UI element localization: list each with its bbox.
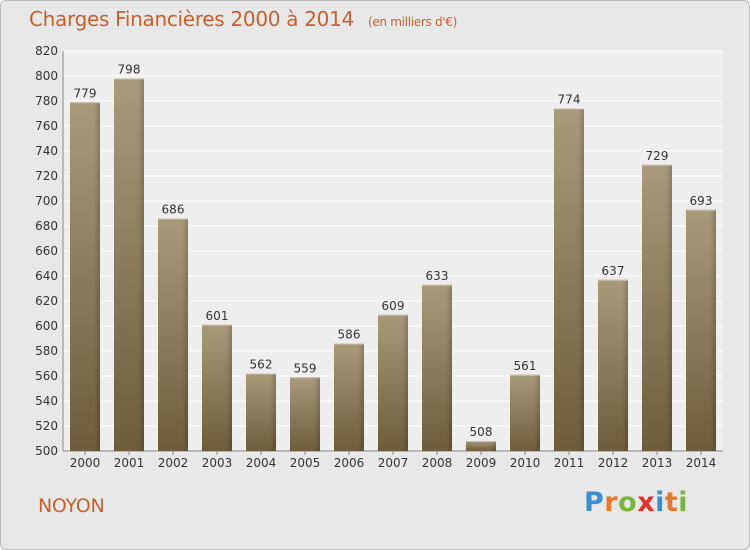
plot-area: 500 520 540 560 580 600 620 640 660 680 700 720 740 7… bbox=[35, 44, 723, 470]
data-label: 601 bbox=[206, 309, 229, 323]
y-tick-label: 800 bbox=[35, 69, 58, 83]
x-tick-label: 2007 bbox=[378, 456, 409, 470]
y-tick-label: 740 bbox=[35, 144, 58, 158]
bar-shade bbox=[510, 374, 540, 451]
x-tick-label: 2000 bbox=[70, 456, 101, 470]
city-name: NOYON bbox=[38, 495, 105, 517]
y-tick-label: 600 bbox=[35, 319, 58, 333]
y-tick-label: 720 bbox=[35, 169, 58, 183]
data-label: 508 bbox=[470, 425, 493, 439]
bar-shade bbox=[598, 279, 628, 451]
logo-letter: x bbox=[637, 487, 656, 518]
x-tick-label: 2013 bbox=[642, 456, 673, 470]
data-label: 798 bbox=[118, 63, 141, 77]
chart-title: Charges Financières 2000 à 2014 (en milli… bbox=[29, 7, 457, 31]
y-tick-label: 780 bbox=[35, 94, 58, 108]
data-label: 774 bbox=[558, 93, 581, 107]
y-tick-label: 520 bbox=[35, 419, 58, 433]
logo-letter: i bbox=[655, 487, 665, 518]
data-label: 729 bbox=[646, 149, 669, 163]
data-label: 693 bbox=[690, 194, 713, 208]
x-tick-label: 2010 bbox=[510, 456, 541, 470]
x-tick-label: 2011 bbox=[554, 456, 585, 470]
bar-shade bbox=[642, 164, 672, 451]
bar-shade bbox=[290, 377, 320, 451]
y-tick-label: 700 bbox=[35, 194, 58, 208]
bar-shade bbox=[686, 209, 716, 451]
x-tick-label: 2012 bbox=[598, 456, 629, 470]
y-tick-label: 560 bbox=[35, 369, 58, 383]
x-tick-label: 2006 bbox=[334, 456, 365, 470]
y-tick-label: 580 bbox=[35, 344, 58, 358]
x-tick-label: 2002 bbox=[158, 456, 189, 470]
logo-letter: r bbox=[604, 487, 619, 518]
data-label: 633 bbox=[426, 269, 449, 283]
data-label: 562 bbox=[250, 358, 273, 372]
x-tick-label: 2001 bbox=[114, 456, 145, 470]
y-tick-label: 680 bbox=[35, 219, 58, 233]
data-label: 686 bbox=[162, 203, 185, 217]
y-tick-label: 820 bbox=[35, 44, 58, 58]
y-tick-label: 660 bbox=[35, 244, 58, 258]
data-label: 559 bbox=[294, 361, 317, 375]
data-label: 561 bbox=[514, 359, 537, 373]
bar-shade bbox=[378, 314, 408, 451]
x-tick-label: 2014 bbox=[686, 456, 717, 470]
logo-letter: t bbox=[664, 487, 679, 518]
chart-title-text: Charges Financières 2000 à 2014 bbox=[29, 7, 354, 31]
x-tick-label: 2005 bbox=[290, 456, 321, 470]
proxiti-logo: Proxiti bbox=[584, 487, 688, 518]
logo-letter: o bbox=[618, 487, 638, 518]
chart-subtitle: (en milliers d'€) bbox=[367, 15, 457, 29]
y-tick-label: 500 bbox=[35, 444, 58, 458]
y-tick-label: 620 bbox=[35, 294, 58, 308]
bar-shade bbox=[334, 343, 364, 451]
bar-shade bbox=[70, 102, 100, 451]
logo-letter: i bbox=[678, 487, 689, 518]
y-tick-label: 760 bbox=[35, 119, 58, 133]
bar-shade bbox=[158, 218, 188, 451]
data-label: 637 bbox=[602, 264, 625, 278]
bar-shade bbox=[114, 78, 144, 451]
logo-letter: P bbox=[584, 487, 605, 518]
bar-shade bbox=[466, 441, 496, 451]
y-tick-label: 640 bbox=[35, 269, 58, 283]
bar-shade bbox=[422, 284, 452, 451]
bar-shade bbox=[202, 324, 232, 451]
bar-shade bbox=[246, 373, 276, 451]
bar-shade bbox=[554, 108, 584, 451]
data-label: 586 bbox=[338, 328, 361, 342]
y-tick-label: 540 bbox=[35, 394, 58, 408]
x-tick-label: 2004 bbox=[246, 456, 277, 470]
x-tick-label: 2003 bbox=[202, 456, 233, 470]
x-tick-label: 2009 bbox=[466, 456, 497, 470]
x-tick-label: 2008 bbox=[422, 456, 453, 470]
data-label: 609 bbox=[382, 299, 405, 313]
data-label: 779 bbox=[74, 86, 97, 100]
